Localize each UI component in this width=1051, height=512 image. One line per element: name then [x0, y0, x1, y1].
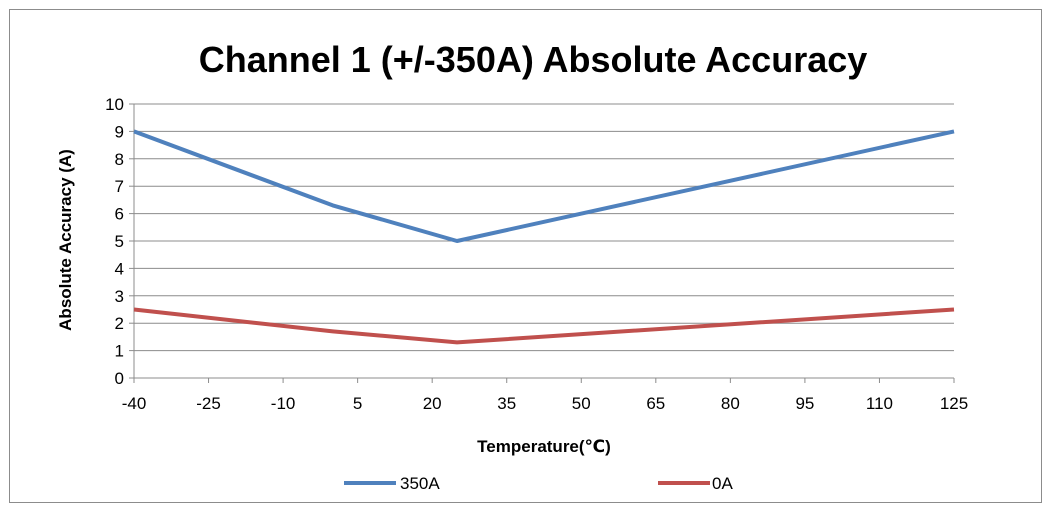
y-tick-label: 3 [115, 287, 124, 306]
y-tick-label: 8 [115, 150, 124, 169]
x-tick-label: 65 [646, 394, 665, 413]
legend: 350A 0A [344, 474, 733, 493]
x-tick-label: 110 [866, 394, 893, 413]
x-tick-label: 5 [353, 394, 362, 413]
series-lines [133, 129, 955, 345]
axes [129, 103, 955, 383]
x-tick-label: -25 [196, 394, 221, 413]
y-tick-label: 2 [115, 314, 124, 333]
y-axis-label: Absolute Accuracy (A) [56, 149, 75, 331]
x-tick-label: 50 [572, 394, 591, 413]
chart-title: Channel 1 (+/-350A) Absolute Accuracy [199, 39, 868, 80]
x-tick-label: 20 [423, 394, 442, 413]
tick-labels: 0 1 2 3 4 5 6 7 8 9 10 -40 -25 -10 5 20 35 50 65 80 95 110 125 [105, 95, 968, 413]
x-axis-label: Temperature(℃) [477, 437, 611, 456]
y-tick-label: 5 [115, 232, 124, 251]
series-line-350a [133, 129, 955, 243]
legend-label: 350A [400, 474, 440, 493]
y-tick-label: 0 [115, 369, 124, 388]
x-tick-label: 95 [795, 394, 814, 413]
x-tick-label: 80 [721, 394, 740, 413]
y-tick-label: 7 [115, 177, 124, 196]
y-tick-label: 9 [115, 122, 124, 141]
chart-frame [9, 9, 1042, 503]
y-tick-label: 1 [115, 342, 124, 361]
x-tick-label: -40 [122, 394, 147, 413]
y-tick-label: 6 [115, 205, 124, 224]
gridlines [134, 103, 954, 352]
series-line-0a [133, 307, 955, 345]
legend-label: 0A [712, 474, 733, 493]
x-tick-label: 35 [497, 394, 516, 413]
x-tick-label: 125 [940, 394, 968, 413]
y-tick-label: 10 [105, 95, 124, 114]
y-tick-label: 4 [115, 259, 124, 278]
x-tick-label: -10 [271, 394, 296, 413]
